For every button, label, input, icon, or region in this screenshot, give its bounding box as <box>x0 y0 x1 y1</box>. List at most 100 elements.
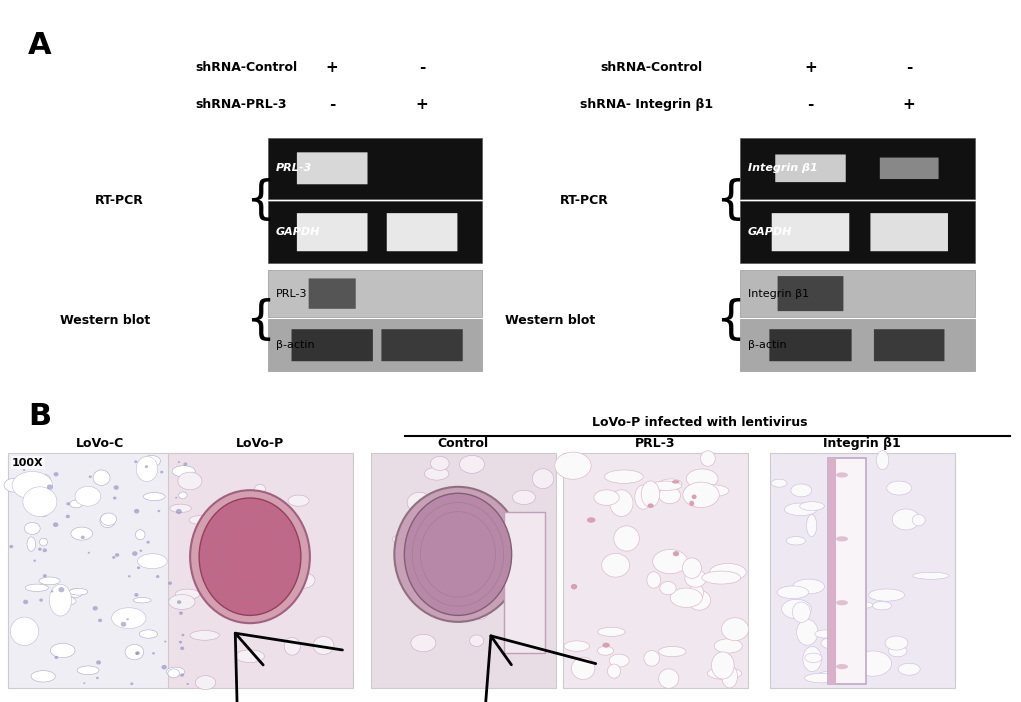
Ellipse shape <box>688 590 711 610</box>
Ellipse shape <box>836 600 848 605</box>
Ellipse shape <box>25 522 40 534</box>
Circle shape <box>113 496 116 500</box>
Ellipse shape <box>647 571 661 588</box>
Ellipse shape <box>179 492 187 499</box>
Circle shape <box>89 475 92 478</box>
Ellipse shape <box>257 582 269 591</box>
Ellipse shape <box>659 669 679 688</box>
FancyBboxPatch shape <box>871 213 947 251</box>
Ellipse shape <box>142 456 160 467</box>
Ellipse shape <box>670 588 702 607</box>
Ellipse shape <box>805 653 822 663</box>
Circle shape <box>179 641 182 644</box>
Circle shape <box>43 548 47 552</box>
Ellipse shape <box>796 619 818 645</box>
Ellipse shape <box>404 494 512 616</box>
Ellipse shape <box>459 512 473 521</box>
Ellipse shape <box>807 515 817 536</box>
Ellipse shape <box>143 493 165 501</box>
Ellipse shape <box>691 494 696 499</box>
Text: shRNA- Integrin β1: shRNA- Integrin β1 <box>580 98 713 111</box>
Ellipse shape <box>528 632 541 649</box>
Ellipse shape <box>532 469 553 489</box>
Circle shape <box>178 461 180 463</box>
Ellipse shape <box>644 651 660 666</box>
Ellipse shape <box>708 668 741 680</box>
Circle shape <box>96 677 99 679</box>
Circle shape <box>146 541 150 543</box>
Ellipse shape <box>31 670 55 682</box>
FancyBboxPatch shape <box>382 329 463 362</box>
Ellipse shape <box>69 500 83 508</box>
Text: Integrin β1: Integrin β1 <box>748 164 818 173</box>
Ellipse shape <box>101 513 116 525</box>
Bar <box>828 458 866 684</box>
Ellipse shape <box>39 577 60 585</box>
Ellipse shape <box>472 602 489 619</box>
Ellipse shape <box>793 579 824 594</box>
Ellipse shape <box>777 586 809 599</box>
Ellipse shape <box>199 498 301 616</box>
FancyBboxPatch shape <box>308 279 355 309</box>
Text: +: + <box>903 97 916 112</box>
Circle shape <box>9 545 13 548</box>
Text: Integrin β1: Integrin β1 <box>748 289 809 298</box>
Text: +: + <box>416 97 429 112</box>
Ellipse shape <box>467 501 501 513</box>
Ellipse shape <box>40 475 51 490</box>
Circle shape <box>112 556 115 559</box>
Ellipse shape <box>673 551 679 556</box>
FancyBboxPatch shape <box>297 213 368 251</box>
FancyBboxPatch shape <box>880 157 938 179</box>
Ellipse shape <box>855 651 891 676</box>
Ellipse shape <box>587 517 595 523</box>
Circle shape <box>160 471 163 473</box>
Ellipse shape <box>75 486 101 506</box>
Ellipse shape <box>836 536 848 541</box>
Ellipse shape <box>166 667 185 676</box>
FancyBboxPatch shape <box>292 329 373 362</box>
Circle shape <box>179 611 183 615</box>
Ellipse shape <box>126 644 144 660</box>
Ellipse shape <box>694 484 729 497</box>
Text: RT-PCR: RT-PCR <box>560 194 609 207</box>
FancyBboxPatch shape <box>387 213 457 251</box>
Text: Control: Control <box>437 437 489 450</box>
Ellipse shape <box>4 478 23 492</box>
Bar <box>371 453 556 688</box>
Ellipse shape <box>722 618 748 641</box>
Circle shape <box>134 461 138 463</box>
Ellipse shape <box>50 643 75 658</box>
Ellipse shape <box>869 589 905 601</box>
Text: GAPDH: GAPDH <box>276 227 321 237</box>
Text: shRNA-Control: shRNA-Control <box>600 61 702 74</box>
Text: Integrin β1: Integrin β1 <box>823 437 901 450</box>
Ellipse shape <box>710 564 746 581</box>
FancyBboxPatch shape <box>772 213 849 251</box>
Ellipse shape <box>659 487 680 504</box>
Circle shape <box>43 574 47 578</box>
Ellipse shape <box>190 630 220 640</box>
Circle shape <box>164 640 166 642</box>
Ellipse shape <box>431 456 449 470</box>
Ellipse shape <box>722 665 737 688</box>
Circle shape <box>135 593 139 597</box>
Circle shape <box>84 682 86 684</box>
Ellipse shape <box>70 527 93 540</box>
FancyBboxPatch shape <box>297 152 368 185</box>
Ellipse shape <box>470 635 484 647</box>
Circle shape <box>131 682 134 685</box>
Circle shape <box>187 683 189 685</box>
Text: -: - <box>808 97 814 112</box>
Bar <box>740 138 975 199</box>
Ellipse shape <box>786 536 806 545</box>
Ellipse shape <box>836 472 848 477</box>
Ellipse shape <box>876 451 888 470</box>
Circle shape <box>127 618 129 621</box>
Circle shape <box>140 550 142 552</box>
Ellipse shape <box>178 472 202 490</box>
Ellipse shape <box>59 597 77 605</box>
Ellipse shape <box>173 465 195 477</box>
Ellipse shape <box>229 533 257 544</box>
Circle shape <box>93 606 98 611</box>
